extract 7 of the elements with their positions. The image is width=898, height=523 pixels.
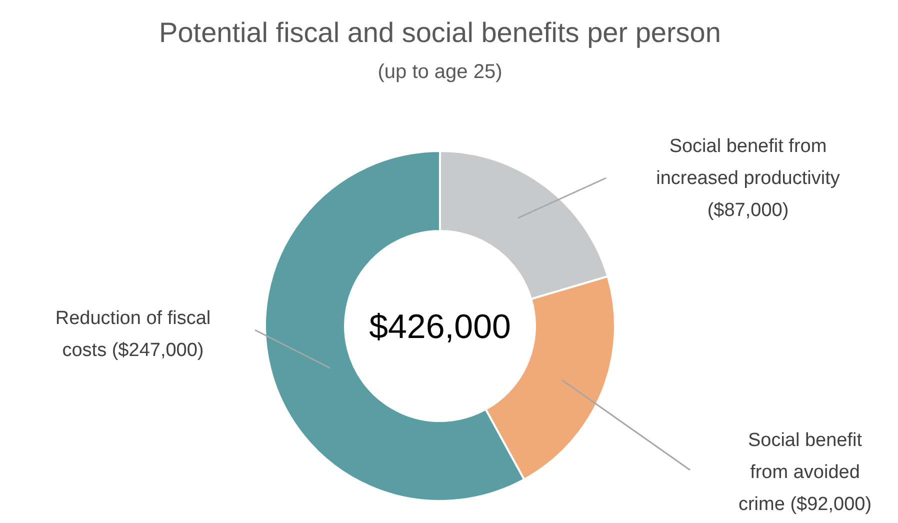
slice-label: Reduction of fiscal costs ($247,000) bbox=[55, 308, 211, 361]
text: $426,000 bbox=[369, 308, 511, 346]
chart-subtitle: (up to age 25) bbox=[378, 61, 502, 83]
slice-label: Social benefit from increased productivity bbox=[656, 136, 840, 189]
data-label: ($87,000) bbox=[707, 200, 789, 221]
slice-label: Social benefit from avoided crime ($92,000) bbox=[738, 430, 872, 515]
chart-title: Potential fiscal and social benefits per person bbox=[159, 17, 721, 48]
